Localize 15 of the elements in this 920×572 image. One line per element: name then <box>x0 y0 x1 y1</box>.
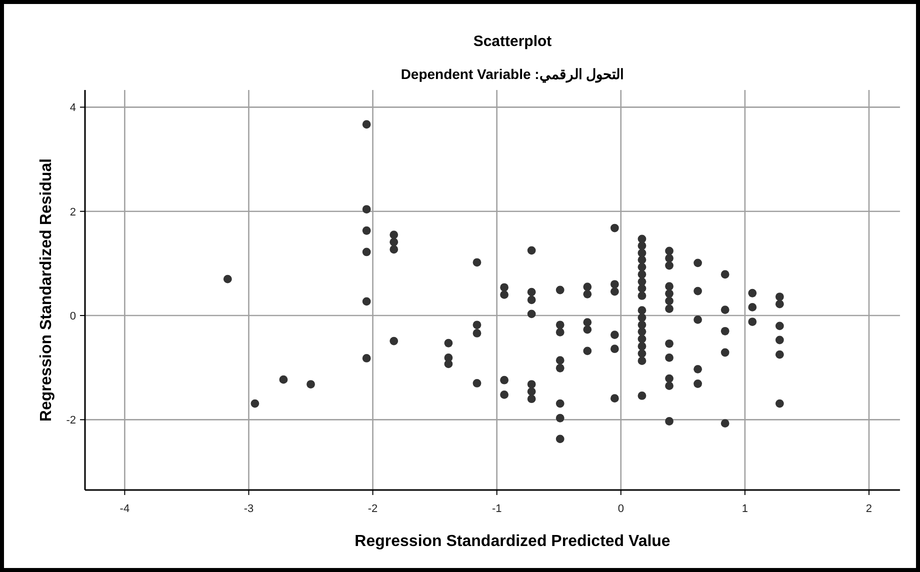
y-tick-label: 2 <box>70 206 76 218</box>
y-tick-label: -2 <box>66 414 76 427</box>
y-tick-label: 4 <box>70 102 76 114</box>
x-tick-label: -1 <box>492 503 502 515</box>
x-tick-label: -2 <box>368 503 378 515</box>
x-tick-label: 1 <box>742 503 748 515</box>
y-axis-title: Regression Standardized Residual <box>38 158 55 422</box>
x-tick-label: 0 <box>618 503 624 515</box>
chart-title: Scatterplot <box>473 33 552 50</box>
x-axis-title: Regression Standardized Predicted Value <box>354 533 670 550</box>
y-tick-label: 0 <box>70 310 76 323</box>
x-tick-label: -3 <box>244 503 254 515</box>
x-tick-label: -4 <box>120 503 130 515</box>
chart-subtitle: Dependent Variable :التحول الرقمي <box>400 66 624 83</box>
x-tick-label: 2 <box>866 503 872 515</box>
